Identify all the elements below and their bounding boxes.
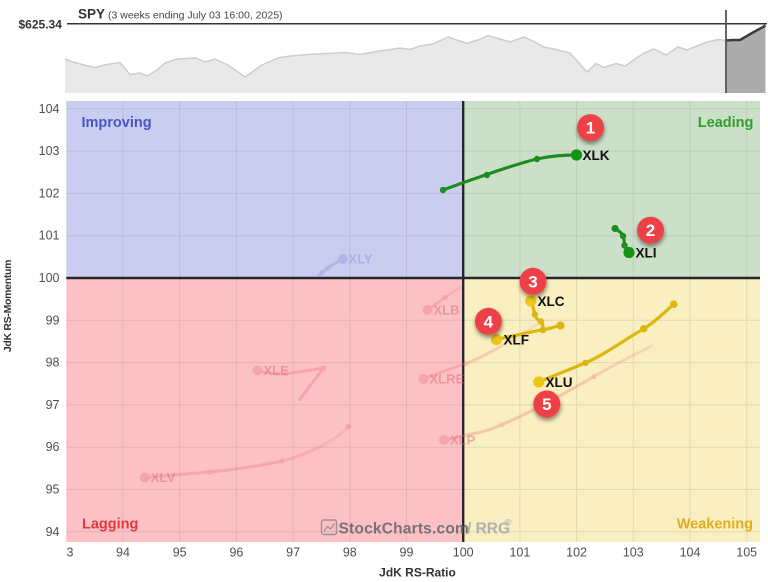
svg-text:$625.34: $625.34 [19, 18, 63, 32]
svg-text:XLI: XLI [636, 245, 657, 260]
svg-text:104: 104 [680, 546, 701, 560]
svg-text:103: 103 [39, 144, 60, 158]
svg-text:XLE: XLE [264, 363, 290, 378]
svg-text:104: 104 [39, 102, 60, 116]
svg-text:98: 98 [46, 356, 60, 370]
svg-text:XLB: XLB [434, 303, 460, 318]
svg-text:99: 99 [46, 313, 60, 327]
svg-text:100: 100 [39, 271, 60, 285]
svg-text:97: 97 [46, 398, 60, 412]
svg-text:103: 103 [623, 546, 644, 560]
svg-text:JdK RS-Ratio: JdK RS-Ratio [379, 566, 456, 580]
svg-text:/ RRG: / RRG [467, 521, 510, 538]
svg-text:XLY: XLY [349, 252, 373, 267]
svg-text:105: 105 [736, 546, 757, 560]
svg-text:®: ® [505, 518, 512, 529]
svg-text:Weakening: Weakening [677, 517, 753, 533]
svg-text:JdK RS-Momentum: JdK RS-Momentum [2, 260, 14, 352]
svg-text:96: 96 [229, 546, 243, 560]
svg-text:102: 102 [39, 186, 60, 200]
svg-text:(3 weeks ending July 03 16:00,: (3 weeks ending July 03 16:00, 2025) [108, 10, 283, 22]
svg-text:SPY: SPY [78, 7, 105, 22]
svg-text:95: 95 [173, 546, 187, 560]
svg-text:98: 98 [343, 546, 357, 560]
svg-text:3: 3 [528, 272, 537, 291]
svg-text:XLK: XLK [583, 148, 610, 163]
svg-text:4: 4 [484, 312, 494, 331]
svg-text:96: 96 [46, 440, 60, 454]
svg-text:Leading: Leading [698, 115, 754, 131]
svg-text:XLU: XLU [546, 375, 573, 390]
svg-text:XLV: XLV [151, 470, 176, 485]
svg-text:101: 101 [39, 229, 60, 243]
svg-text:100: 100 [453, 546, 474, 560]
svg-text:XLP: XLP [450, 433, 476, 448]
svg-text:3: 3 [67, 546, 74, 560]
svg-text:97: 97 [286, 546, 300, 560]
svg-text:94: 94 [116, 546, 130, 560]
svg-text:95: 95 [46, 483, 60, 497]
svg-text:99: 99 [400, 546, 414, 560]
svg-text:XLC: XLC [538, 294, 565, 309]
svg-text:Lagging: Lagging [82, 517, 138, 533]
svg-text:2: 2 [646, 221, 655, 240]
svg-text:5: 5 [542, 395, 551, 414]
svg-text:102: 102 [566, 546, 587, 560]
svg-text:101: 101 [509, 546, 530, 560]
svg-text:1: 1 [586, 119, 595, 138]
svg-text:StockCharts.com: StockCharts.com [339, 521, 469, 538]
svg-text:XLF: XLF [504, 332, 530, 347]
svg-text:Improving: Improving [82, 115, 152, 131]
svg-text:XLRE: XLRE [430, 372, 465, 387]
svg-text:94: 94 [46, 525, 60, 539]
